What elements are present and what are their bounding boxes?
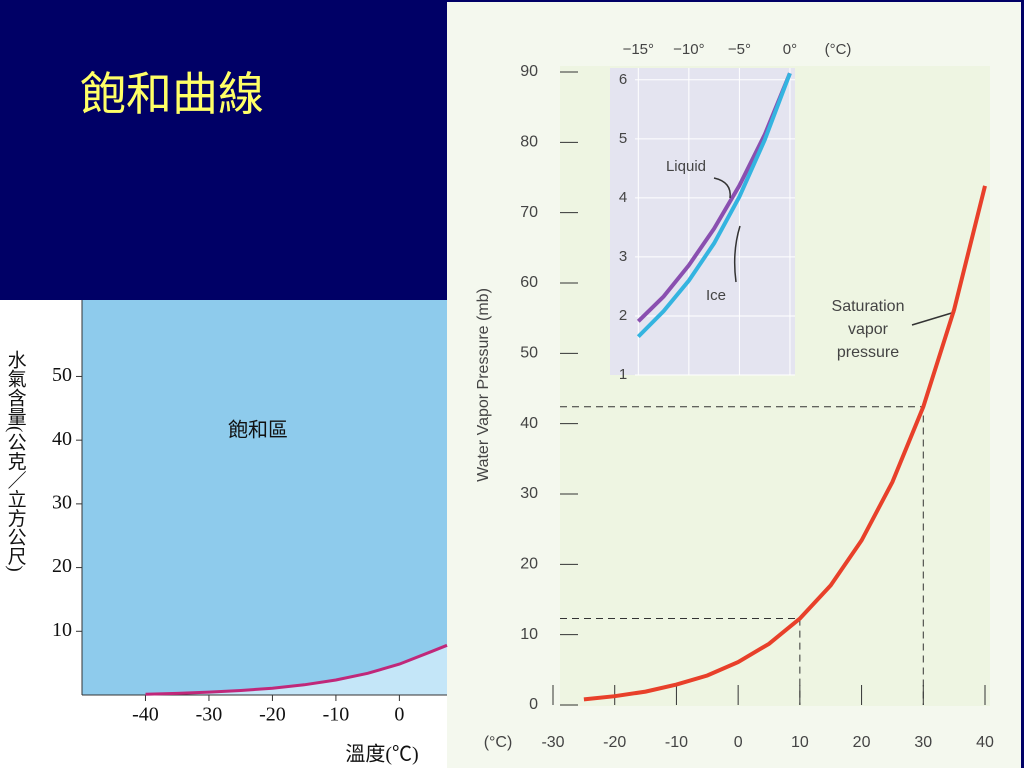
y-tick-label: 60 [520, 274, 538, 291]
x-tick-label: -30 [541, 734, 564, 751]
x-tick-label: 30 [914, 734, 932, 751]
y-tick-label: 50 [52, 364, 72, 386]
x-tick-label: −5° [728, 41, 751, 58]
y-tick-label: 0 [529, 696, 538, 713]
y-tick-label: 20 [520, 556, 538, 573]
y-axis-label: Water Vapor Pressure (mb) [475, 288, 492, 482]
plot-area [82, 300, 447, 695]
x-axis-label: (°C) [484, 734, 513, 751]
y-tick-label: 10 [520, 626, 538, 643]
x-tick-label: -10 [665, 734, 688, 751]
series-line [583, 185, 987, 702]
x-axis-label: (°C) [825, 41, 852, 58]
y-tick-label: 4 [619, 189, 627, 206]
y-tick-label: 20 [52, 555, 72, 577]
inset-area [610, 68, 795, 375]
x-tick-label: −15° [623, 41, 654, 58]
x-tick-label: −10° [673, 41, 704, 58]
x-axis-label: 溫度(℃) [345, 743, 418, 766]
x-tick-label: -20 [259, 704, 286, 726]
x-tick-label: 40 [976, 734, 994, 751]
x-tick-label: 0° [783, 41, 797, 58]
y-tick-label: 2 [619, 307, 627, 324]
label-arrow [733, 225, 741, 283]
y-tick-label: 1 [619, 366, 627, 383]
y-tick-label: 50 [520, 345, 538, 362]
series-label: Ice [706, 287, 726, 304]
annotation: vapor [848, 321, 889, 338]
y-tick-label: 30 [52, 491, 72, 513]
y-tick-label: 5 [619, 130, 627, 147]
series-line [145, 643, 448, 696]
y-tick-label: 70 [520, 204, 538, 221]
annotation: Saturation [832, 298, 905, 315]
y-tick-label: 40 [52, 428, 72, 450]
y-tick-label: 3 [619, 248, 627, 265]
annotation: pressure [837, 344, 899, 361]
label-arrow [713, 177, 731, 199]
y-tick-label: 80 [520, 134, 538, 151]
x-tick-label: -20 [603, 734, 626, 751]
x-tick-label: -10 [323, 704, 350, 726]
slide-title: 飽和曲線 [80, 67, 264, 121]
x-tick-label: -40 [132, 704, 159, 726]
unsaturated-area [145, 645, 447, 695]
x-tick-label: 10 [791, 734, 809, 751]
x-tick-label: 0 [394, 704, 404, 726]
y-tick-label: 40 [520, 415, 538, 432]
x-tick-label: -30 [196, 704, 223, 726]
x-tick-label: 0 [734, 734, 743, 751]
y-tick-label: 6 [619, 71, 627, 88]
y-tick-label: 30 [520, 485, 538, 502]
region-label: 飽和區 [228, 419, 288, 442]
series-label: Liquid [666, 158, 706, 175]
x-tick-label: 20 [853, 734, 871, 751]
y-tick-label: 90 [520, 63, 538, 80]
series-line [636, 72, 792, 339]
y-axis-label: 水氣含量(公克／立方公尺) [5, 350, 27, 572]
y-tick-label: 10 [52, 619, 72, 641]
